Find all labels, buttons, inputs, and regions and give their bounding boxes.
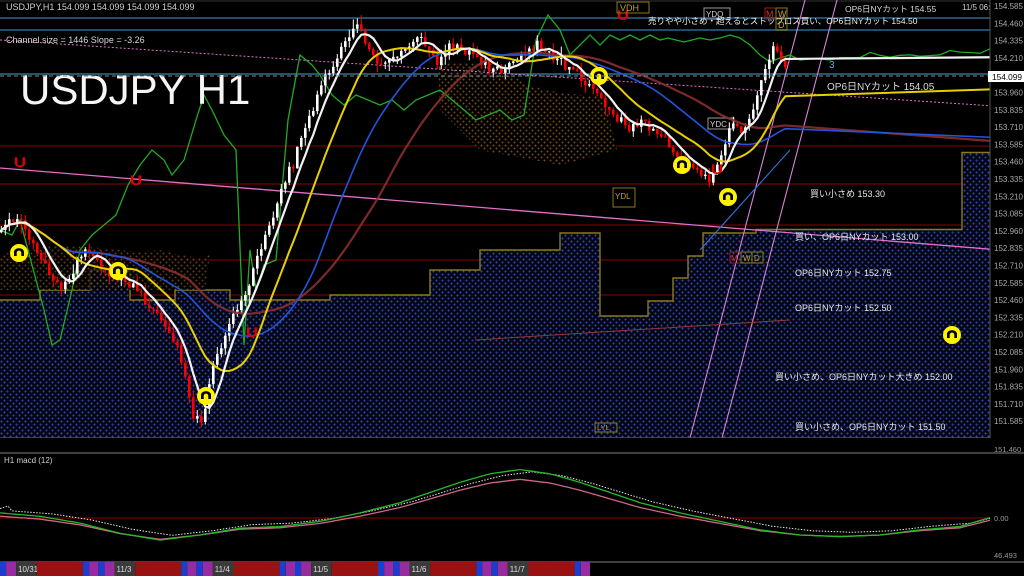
svg-text:VDH: VDH xyxy=(620,3,639,13)
svg-text:買い小さめ、OP6日NYカット 151.50: 買い小さめ、OP6日NYカット 151.50 xyxy=(795,422,946,432)
svg-text:買い、OP6日NYカット 153.00: 買い、OP6日NYカット 153.00 xyxy=(795,232,919,242)
svg-text:154.210: 154.210 xyxy=(994,54,1023,63)
svg-text:153.460: 153.460 xyxy=(994,158,1023,167)
svg-text:11/3: 11/3 xyxy=(117,565,133,574)
svg-text:152.460: 152.460 xyxy=(994,296,1023,305)
svg-text:151.835: 151.835 xyxy=(994,383,1023,392)
svg-text:買い小さめ、OP6日NYカット大きめ 152.00: 買い小さめ、OP6日NYカット大きめ 152.00 xyxy=(775,371,953,382)
svg-text:151.585: 151.585 xyxy=(994,417,1023,426)
svg-text:買い小さめ 153.30: 買い小さめ 153.30 xyxy=(810,189,885,199)
svg-text:10/31: 10/31 xyxy=(18,565,39,574)
svg-text:152.210: 152.210 xyxy=(994,331,1023,340)
svg-text:151.960: 151.960 xyxy=(994,365,1023,374)
svg-text:OP6日NYカット 152.75: OP6日NYカット 152.75 xyxy=(795,268,892,278)
svg-text:154.585: 154.585 xyxy=(994,2,1023,11)
svg-text:OP6日NYカット 154.55: OP6日NYカット 154.55 xyxy=(845,4,936,14)
svg-text:154.460: 154.460 xyxy=(994,19,1023,28)
svg-text:151.710: 151.710 xyxy=(994,400,1023,409)
svg-text:154.099: 154.099 xyxy=(992,72,1022,82)
svg-text:151.460: 151.460 xyxy=(994,445,1021,454)
svg-text:H1 macd (12): H1 macd (12) xyxy=(4,456,53,465)
svg-text:153.835: 153.835 xyxy=(994,106,1023,115)
svg-text:D: D xyxy=(754,254,760,263)
svg-text:153.335: 153.335 xyxy=(994,175,1023,184)
svg-text:152.335: 152.335 xyxy=(994,313,1023,322)
svg-text:0.00: 0.00 xyxy=(994,514,1009,523)
svg-text:USDJPY H1: USDJPY H1 xyxy=(20,66,250,113)
svg-text:W: W xyxy=(778,9,787,19)
svg-text:152.085: 152.085 xyxy=(994,348,1023,357)
svg-text:YDL: YDL xyxy=(615,192,631,201)
svg-text:OP6日NYカット 152.50: OP6日NYカット 152.50 xyxy=(795,303,892,313)
svg-text:152.585: 152.585 xyxy=(994,279,1023,288)
svg-text:152.835: 152.835 xyxy=(994,244,1023,253)
svg-text:152.710: 152.710 xyxy=(994,262,1023,271)
svg-text:3: 3 xyxy=(829,60,835,71)
svg-text:11/7: 11/7 xyxy=(510,565,526,574)
svg-text:153.960: 153.960 xyxy=(994,89,1023,98)
svg-text:11/4: 11/4 xyxy=(215,565,231,574)
svg-text:11/5: 11/5 xyxy=(313,565,329,574)
svg-text:153.585: 153.585 xyxy=(994,140,1023,149)
svg-text:OP6日NYカット 154.05: OP6日NYカット 154.05 xyxy=(827,81,935,93)
svg-text:D: D xyxy=(778,20,785,30)
svg-text:154.335: 154.335 xyxy=(994,37,1023,46)
svg-text:153.710: 153.710 xyxy=(994,123,1023,132)
svg-text:M: M xyxy=(766,9,774,19)
svg-text:153.210: 153.210 xyxy=(994,192,1023,201)
svg-text:M: M xyxy=(731,254,738,263)
svg-text:USDJPY,H1 154.099 154.099 154: USDJPY,H1 154.099 154.099 154.099 154.09… xyxy=(6,2,195,12)
svg-text:153.085: 153.085 xyxy=(994,210,1023,219)
svg-text:Channel size = 1446 Slope = -3: Channel size = 1446 Slope = -3.26 xyxy=(6,35,145,45)
svg-text:46.493: 46.493 xyxy=(994,551,1017,560)
svg-text:W: W xyxy=(743,254,751,263)
svg-text:152.960: 152.960 xyxy=(994,227,1023,236)
svg-text:LYL: LYL xyxy=(597,423,610,432)
svg-text:11/6: 11/6 xyxy=(412,565,428,574)
svg-text:YDC: YDC xyxy=(710,120,727,129)
